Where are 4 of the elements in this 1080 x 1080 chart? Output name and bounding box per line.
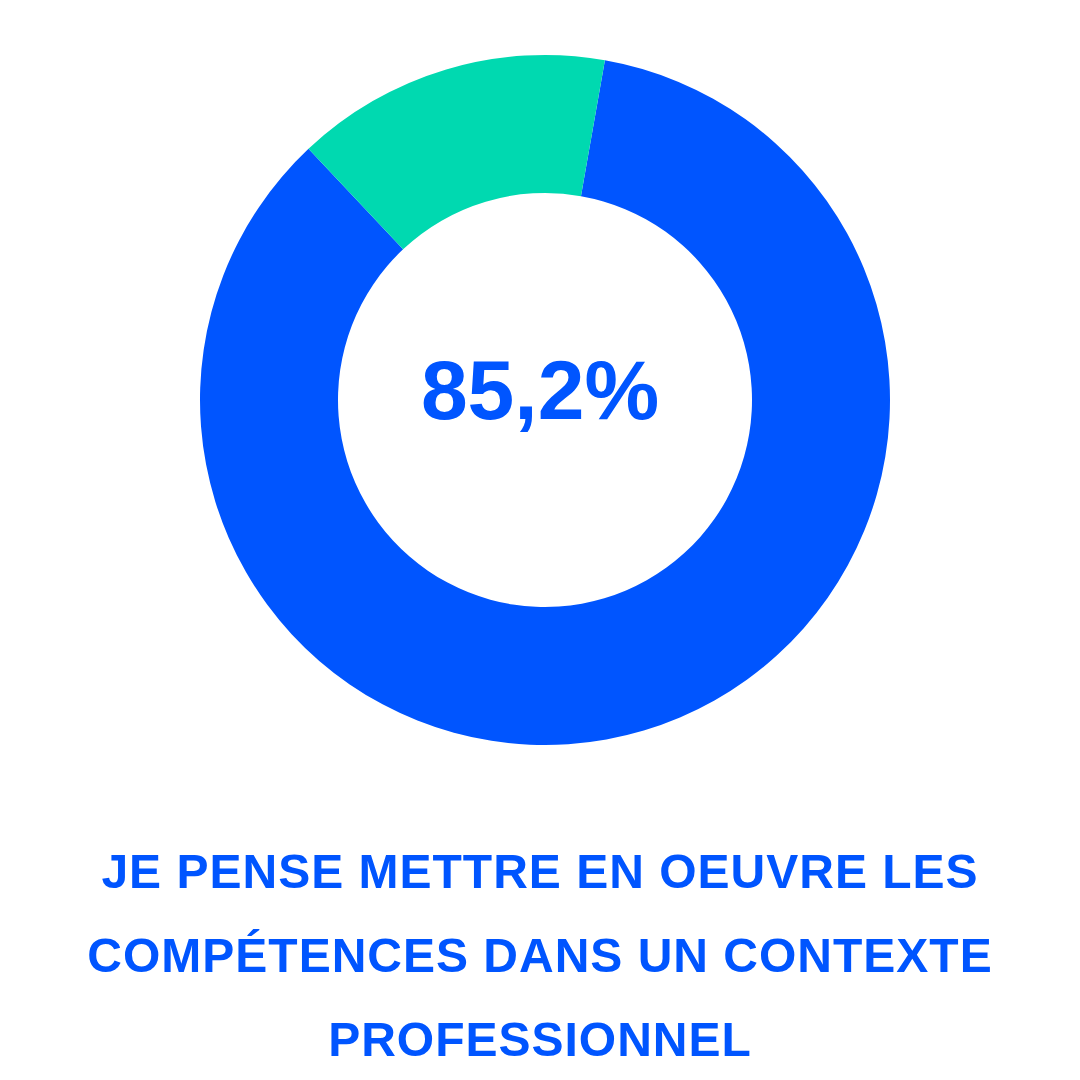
text: JE PENSE METTRE EN OEUVRE LES COMPÉTENCES DANS UN CONTEXTE PROFESSIONNEL: [86, 844, 994, 1068]
text: 85,2%: [420, 343, 660, 437]
donut-slice: [308, 55, 605, 250]
donut-slice: [200, 60, 890, 745]
